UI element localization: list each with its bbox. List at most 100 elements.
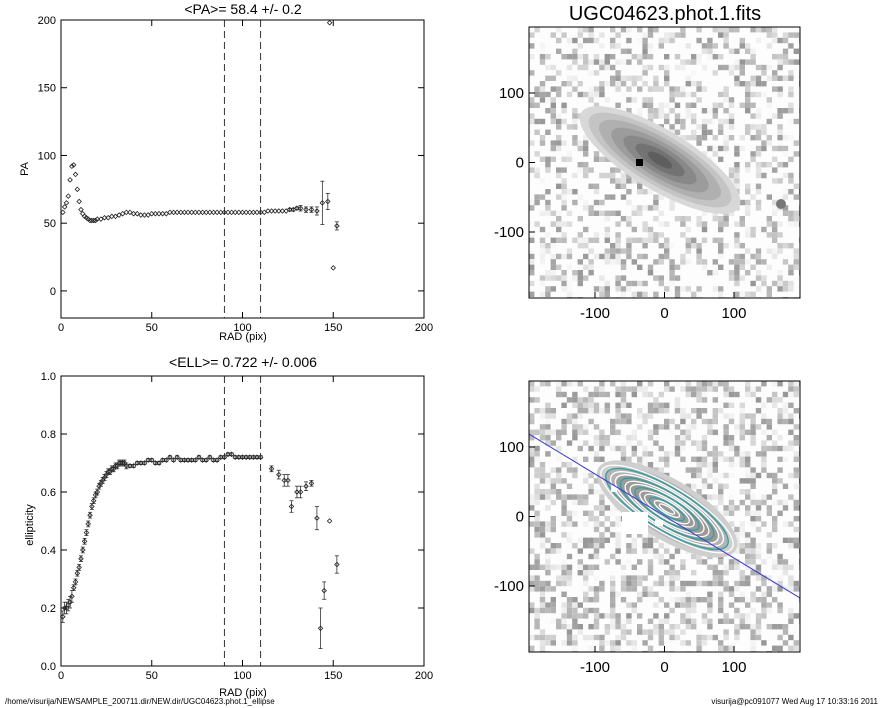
noise-pixel xyxy=(685,243,691,249)
noise-pixel xyxy=(777,243,783,249)
noise-pixel xyxy=(583,510,589,516)
noise-pixel xyxy=(782,413,789,419)
noise-pixel xyxy=(637,59,643,65)
noise-pixel xyxy=(745,210,751,216)
noise-pixel xyxy=(674,440,681,446)
noise-pixel xyxy=(545,548,551,554)
noise-pixel xyxy=(566,91,573,98)
noise-pixel xyxy=(550,597,556,603)
noise-pixel xyxy=(674,624,681,630)
noise-pixel xyxy=(647,381,654,387)
pa-data-point xyxy=(334,223,340,229)
noise-pixel xyxy=(653,86,659,92)
noise-pixel xyxy=(793,210,799,216)
noise-pixel xyxy=(561,118,567,125)
noise-pixel xyxy=(539,135,546,141)
noise-pixel xyxy=(788,613,794,619)
noise-pixel xyxy=(739,402,745,408)
noise-pixel xyxy=(615,445,621,452)
noise-pixel xyxy=(599,43,605,49)
noise-pixel xyxy=(750,624,756,630)
noise-pixel xyxy=(788,102,794,108)
noise-pixel xyxy=(728,391,735,398)
noise-pixel xyxy=(658,580,664,587)
noise-pixel xyxy=(745,537,751,543)
pa-data-point xyxy=(276,208,282,214)
pa-data-point xyxy=(297,205,304,212)
ell-data-point xyxy=(89,503,95,510)
noise-pixel xyxy=(566,64,573,71)
noise-pixel xyxy=(642,629,648,635)
noise-pixel xyxy=(599,532,605,538)
noise-pixel xyxy=(777,270,783,276)
noise-pixel xyxy=(626,59,632,65)
noise-pixel xyxy=(696,413,702,419)
noise-pixel xyxy=(750,386,756,392)
noise-pixel xyxy=(604,291,610,297)
noise-pixel xyxy=(772,210,778,216)
noise-pixel xyxy=(556,472,562,479)
noise-pixel xyxy=(615,183,621,189)
noise-pixel xyxy=(572,59,578,65)
noise-pixel xyxy=(701,210,708,216)
noise-pixel xyxy=(583,264,589,270)
noise-pixel xyxy=(766,221,772,227)
noise-pixel xyxy=(615,102,621,108)
noise-pixel xyxy=(772,32,778,38)
noise-pixel xyxy=(539,194,546,200)
noise-pixel xyxy=(534,526,540,533)
noise-pixel xyxy=(723,570,729,576)
noise-pixel xyxy=(529,607,535,614)
noise-pixel xyxy=(777,275,783,281)
noise-pixel xyxy=(728,97,735,103)
noise-pixel xyxy=(696,253,702,260)
noise-pixel xyxy=(669,280,675,287)
noise-pixel xyxy=(642,102,648,108)
noise-pixel xyxy=(572,494,578,500)
noise-pixel xyxy=(550,586,556,592)
pa-data-point xyxy=(261,209,268,216)
noise-pixel xyxy=(712,381,718,387)
noise-pixel xyxy=(545,570,551,576)
noise-pixel xyxy=(745,489,751,495)
noise-pixel xyxy=(723,483,729,489)
noise-pixel xyxy=(610,418,616,425)
noise-pixel xyxy=(583,243,589,249)
noise-pixel xyxy=(701,418,708,425)
noise-pixel xyxy=(761,81,767,87)
noise-pixel xyxy=(680,408,686,414)
noise-pixel xyxy=(599,429,605,435)
noise-pixel xyxy=(599,489,605,495)
noise-pixel xyxy=(631,81,637,87)
noise-pixel xyxy=(588,27,594,33)
noise-pixel xyxy=(772,221,778,227)
noise-pixel xyxy=(750,564,756,570)
noise-pixel xyxy=(728,591,735,597)
noise-pixel xyxy=(539,467,546,473)
noise-pixel xyxy=(539,59,546,65)
noise-pixel xyxy=(572,135,578,141)
noise-pixel xyxy=(539,521,546,527)
noise-pixel xyxy=(674,118,681,125)
noise-pixel xyxy=(782,172,789,179)
noise-pixel xyxy=(793,118,799,125)
noise-pixel xyxy=(545,189,551,195)
noise-pixel xyxy=(599,510,605,516)
noise-pixel xyxy=(610,253,616,260)
noise-pixel xyxy=(750,48,756,54)
noise-pixel xyxy=(718,456,724,462)
noise-pixel xyxy=(593,86,600,92)
ell-data-point xyxy=(90,497,97,504)
noise-pixel xyxy=(545,402,551,408)
noise-pixel xyxy=(793,140,799,146)
noise-pixel xyxy=(572,189,578,195)
noise-pixel xyxy=(545,291,551,297)
noise-pixel xyxy=(755,81,762,87)
noise-pixel xyxy=(685,286,691,292)
noise-pixel xyxy=(674,634,681,641)
noise-pixel xyxy=(620,172,627,179)
noise-pixel xyxy=(615,640,621,646)
noise-pixel xyxy=(755,499,762,506)
noise-pixel xyxy=(734,291,740,297)
noise-pixel xyxy=(777,478,783,484)
